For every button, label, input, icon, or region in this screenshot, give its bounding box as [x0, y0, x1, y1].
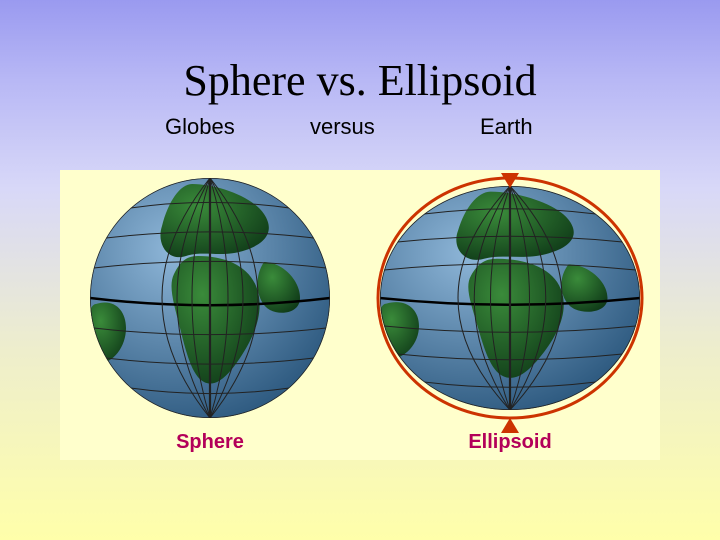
ellipsoid-caption: Ellipsoid	[360, 431, 660, 454]
ellipsoid-container: Ellipsoid	[360, 170, 660, 460]
subtitle-mid: versus	[310, 114, 375, 140]
slide-title: Sphere vs. Ellipsoid	[0, 0, 720, 106]
subtitle-row: Globes versus Earth	[0, 106, 720, 114]
sphere-globe	[60, 170, 360, 430]
slide: Sphere vs. Ellipsoid Globes versus Earth	[0, 0, 720, 540]
ellipsoid-globe	[360, 170, 660, 430]
subtitle-left: Globes	[165, 114, 235, 140]
arrow-down-icon	[501, 173, 519, 188]
sphere-caption: Sphere	[60, 431, 360, 454]
comparison-panel: Sphere	[60, 170, 660, 460]
subtitle-right: Earth	[480, 114, 533, 140]
sphere-container: Sphere	[60, 170, 360, 460]
